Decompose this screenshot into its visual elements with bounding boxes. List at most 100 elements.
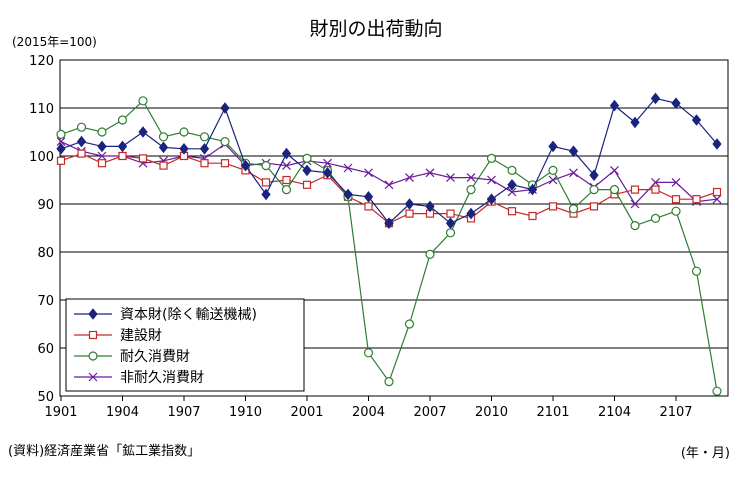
data-point <box>712 194 722 204</box>
data-point <box>158 132 169 142</box>
data-point <box>322 166 333 179</box>
data-point <box>671 177 681 187</box>
y-tick-label: 100 <box>29 150 54 165</box>
data-point <box>589 202 599 211</box>
y-tick-label: 70 <box>37 294 54 309</box>
data-point <box>343 163 353 173</box>
data-point <box>384 217 394 230</box>
data-point <box>97 159 107 168</box>
data-point <box>97 127 107 137</box>
data-point <box>445 228 456 238</box>
data-point <box>56 142 66 155</box>
data-point <box>384 377 394 387</box>
chart-title: 財別の出荷動向 <box>309 18 443 40</box>
data-point <box>651 185 660 194</box>
data-point <box>364 168 373 178</box>
legend-marker-2 <box>88 351 98 361</box>
data-point <box>138 154 148 163</box>
data-point <box>609 185 620 195</box>
legend-marker-0 <box>88 308 98 320</box>
data-point <box>281 185 292 195</box>
data-point <box>56 156 66 165</box>
data-point <box>138 126 148 138</box>
data-point <box>568 204 579 214</box>
data-point <box>199 132 210 142</box>
data-point <box>528 211 537 221</box>
data-point <box>405 209 414 218</box>
data-point <box>446 173 455 183</box>
x-tick-label: 2101 <box>536 405 569 420</box>
data-point <box>548 202 558 211</box>
data-point <box>712 187 722 197</box>
data-point <box>445 217 456 230</box>
series-group <box>56 92 722 396</box>
data-point <box>404 198 415 210</box>
data-point <box>200 159 209 168</box>
x-tick-label: 1907 <box>167 405 200 420</box>
data-point <box>671 195 681 204</box>
y-tick-label: 120 <box>29 54 54 69</box>
data-point <box>56 137 66 147</box>
y-axis-unit-label: (2015年=100) <box>12 35 97 49</box>
data-point <box>281 147 292 160</box>
data-point <box>507 178 517 191</box>
data-point <box>159 161 168 170</box>
y-tick-label: 60 <box>37 342 54 357</box>
data-point <box>117 140 128 153</box>
data-point <box>630 221 640 231</box>
x-tick-label: 2107 <box>659 405 692 420</box>
data-point <box>466 173 476 183</box>
data-point <box>425 249 435 259</box>
x-axis-unit-label: (年・月) <box>680 446 730 461</box>
legend-marker-1 <box>88 330 98 340</box>
x-axis-ticks: 1901 1904 1907 1910 2001 2004 2007 2010 2101 2104… <box>44 396 693 420</box>
data-point <box>97 140 107 153</box>
data-point <box>671 206 681 216</box>
data-point <box>220 102 230 114</box>
data-point <box>446 209 455 218</box>
data-point <box>630 116 640 129</box>
data-point <box>199 142 210 155</box>
data-point <box>118 151 127 161</box>
y-tick-label: 50 <box>37 390 54 405</box>
x-tick-label: 2010 <box>475 405 508 420</box>
source-note: (資料)経済産業省「鉱工業指数」 <box>8 444 201 459</box>
data-point <box>117 115 128 125</box>
y-tick-label: 110 <box>29 102 54 117</box>
data-point <box>651 177 660 187</box>
data-point <box>363 190 374 203</box>
data-point <box>671 97 681 110</box>
data-point <box>302 180 312 189</box>
data-point <box>384 180 394 190</box>
data-point <box>261 178 271 187</box>
legend-label-1: 建設財 <box>120 328 162 344</box>
data-point <box>610 165 619 175</box>
data-point <box>712 386 722 396</box>
data-point <box>302 164 312 177</box>
data-point <box>240 159 251 172</box>
data-point <box>527 183 538 196</box>
data-point <box>158 141 169 154</box>
data-point <box>405 173 414 183</box>
data-point <box>220 137 230 147</box>
data-point <box>179 127 189 137</box>
data-point <box>364 202 373 211</box>
data-point <box>650 213 661 223</box>
data-point <box>589 169 599 182</box>
data-point <box>486 153 497 163</box>
data-point <box>548 175 558 185</box>
data-point <box>261 188 271 201</box>
data-point <box>261 161 271 171</box>
x-tick-label: 1910 <box>229 405 262 420</box>
x-tick-label: 2007 <box>413 405 446 420</box>
legend-label-3: 非耐久消費財 <box>120 370 204 386</box>
x-tick-label: 1901 <box>44 405 77 420</box>
data-point <box>76 122 87 132</box>
x-tick-label: 2004 <box>352 405 385 420</box>
data-point <box>548 165 558 175</box>
legend-label-0: 資本財(除く輸送機械) <box>120 307 257 323</box>
data-point <box>179 142 189 155</box>
y-tick-label: 80 <box>37 246 54 261</box>
legend-label-2: 耐久消費財 <box>120 349 190 365</box>
